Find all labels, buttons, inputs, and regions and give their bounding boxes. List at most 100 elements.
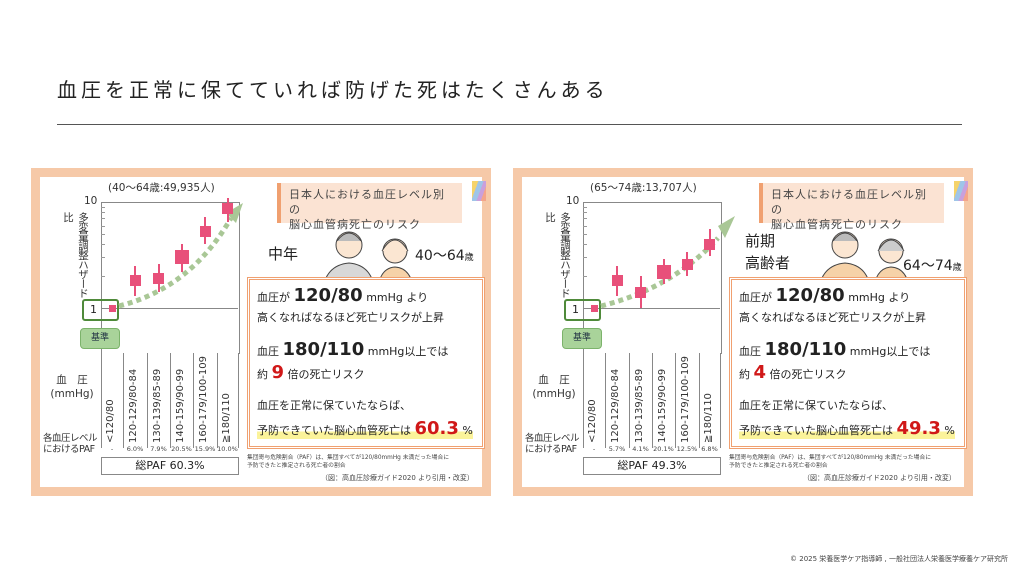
bp-label: 血 圧 [56, 374, 88, 386]
brand-logo [472, 181, 486, 201]
age-range: 64〜74歳 [903, 255, 962, 275]
category-column [583, 353, 605, 448]
age-range: 40〜64歳 [415, 245, 474, 265]
total-paf: 総PAF 60.3% [101, 457, 239, 475]
message-line-5: 血圧を正常に保ていたならば、 [257, 397, 411, 413]
category-label: ≧180/110 [702, 393, 714, 443]
text: 約 [257, 368, 272, 381]
baseline-label: 基準 [562, 328, 602, 349]
category-label: 160-179/100-109 [680, 356, 691, 443]
risk-multiplier: 4 [753, 362, 767, 383]
y-axis-label: 多変量調整ハザード比 [62, 212, 89, 298]
category-column [605, 353, 629, 448]
text: 倍の死亡リスク [766, 368, 847, 381]
paf-value: 7.9% [150, 445, 167, 453]
text: % [940, 424, 955, 437]
category-column [170, 353, 193, 448]
bp-threshold: 120/80 [293, 285, 363, 306]
paf-footnote-1: 集団寄与危険割合（PAF）は、集団すべてが120/80mmHg 未満だった場合に [247, 455, 450, 461]
y-tick-10: 10 [566, 195, 580, 207]
y-tick [583, 206, 587, 208]
age-value: 40〜64 [415, 248, 465, 264]
bp-label: 血 圧 [538, 374, 570, 386]
category-label: 130-139/85-89 [633, 368, 645, 443]
category-column [675, 353, 699, 448]
hazard-marker [222, 202, 233, 214]
text: 血圧を正常に保ていたならば、 [739, 399, 893, 412]
header-line: 日本人における血圧レベル別の [289, 188, 445, 216]
category-column [652, 353, 675, 448]
prevented-percent: 60.3 [414, 418, 459, 439]
hazard-marker [635, 287, 646, 298]
y-tick [583, 218, 587, 220]
age-group-label: 高齢者 [745, 254, 791, 272]
paf-value: 10.0% [217, 445, 238, 453]
hazard-marker [199, 225, 211, 237]
plot-area [583, 202, 722, 354]
paf-value: 20.1% [653, 445, 674, 453]
category-column [629, 353, 652, 448]
plot-area [101, 202, 240, 354]
message-line-2: 高くなればなるほど死亡リスクが上昇 [257, 309, 444, 325]
y-tick-10: 10 [84, 195, 98, 207]
title-divider [57, 124, 962, 125]
age-group-label: 前期 [745, 232, 776, 250]
hazard-marker [129, 275, 141, 287]
paf-footnote-1: 集団寄与危険割合（PAF）は、集団すべてが120/80mmHg 未満だった場合に [729, 455, 932, 461]
prevented-percent: 49.3 [896, 418, 941, 439]
y-tick [583, 276, 587, 278]
category-column [101, 353, 123, 448]
header-line: 脳心血管病死亡のリスク [289, 218, 421, 231]
text: 予防できていた脳心血管死亡は [739, 424, 897, 437]
bp-unit: (mmHg) [50, 388, 94, 400]
risk-multiplier: 9 [271, 362, 285, 383]
chart-caption: (65〜74歳:13,707人) [590, 182, 697, 194]
age-group-label: 中年 [268, 245, 299, 263]
category-label: 120-129/80-84 [128, 368, 139, 443]
message-line-4: 約 4 倍の死亡リスク [739, 362, 847, 383]
text: mmHg より [362, 291, 429, 304]
y-tick [101, 225, 105, 227]
text: mmHg より [844, 291, 911, 304]
paf-value: 20.5% [171, 445, 192, 453]
title-header: 日本人における血圧レベル別の 脳心血管病死亡のリスク [759, 183, 944, 231]
text: 約 [739, 368, 754, 381]
hazard-marker [108, 304, 116, 312]
text: 血圧 [739, 345, 765, 358]
category-label: 140-159/90-99 [174, 368, 186, 443]
paf-value: 12.5% [676, 445, 698, 453]
y-tick [101, 244, 105, 246]
category-label: 130-139/85-89 [151, 368, 163, 443]
category-column [123, 353, 147, 448]
text: 予防できていた脳心血管死亡は [257, 424, 415, 437]
y-tick [583, 212, 587, 214]
source-citation: （図：高血圧診療ガイド2020 より引用・改変） [803, 474, 956, 482]
age-suffix: 歳 [952, 263, 962, 273]
y-tick [101, 276, 105, 278]
y-tick [101, 257, 105, 259]
category-label: <120/80 [587, 399, 598, 443]
y-tick [583, 244, 587, 246]
baseline-box: 1 [564, 299, 601, 321]
category-label: ≧180/110 [220, 393, 232, 443]
y-tick [101, 212, 105, 214]
paf-value: 6.8% [701, 445, 718, 453]
message-line-1: 血圧が 120/80 mmHg より [739, 285, 910, 306]
paf-label: 各血圧レベル におけるPAF [525, 433, 580, 455]
paf-value: 5.7% [608, 445, 626, 453]
text: 血圧 [257, 345, 283, 358]
infographic-panel: (40〜64歳:49,935人) 10 多変量調整ハザード比 1 基準 <120/80 - 1… [31, 168, 491, 496]
paf-footnote-2: 予防できたと推定される死亡者の割合 [729, 463, 828, 469]
message-line-6: 予防できていた脳心血管死亡は 60.3 % [257, 418, 473, 439]
reference-line [583, 308, 720, 309]
paf-value: - [592, 445, 596, 453]
y-tick [583, 257, 587, 259]
slide-title: 血圧を正常に保てていれば防げた死はたくさんある [57, 78, 609, 102]
message-line-4: 約 9 倍の死亡リスク [257, 362, 365, 383]
hazard-marker [681, 258, 693, 270]
category-column [147, 353, 170, 448]
message-line-2: 高くなればなるほど死亡リスクが上昇 [739, 309, 926, 325]
y-tick [101, 233, 105, 235]
y-tick [101, 218, 105, 220]
hazard-marker [656, 264, 671, 279]
